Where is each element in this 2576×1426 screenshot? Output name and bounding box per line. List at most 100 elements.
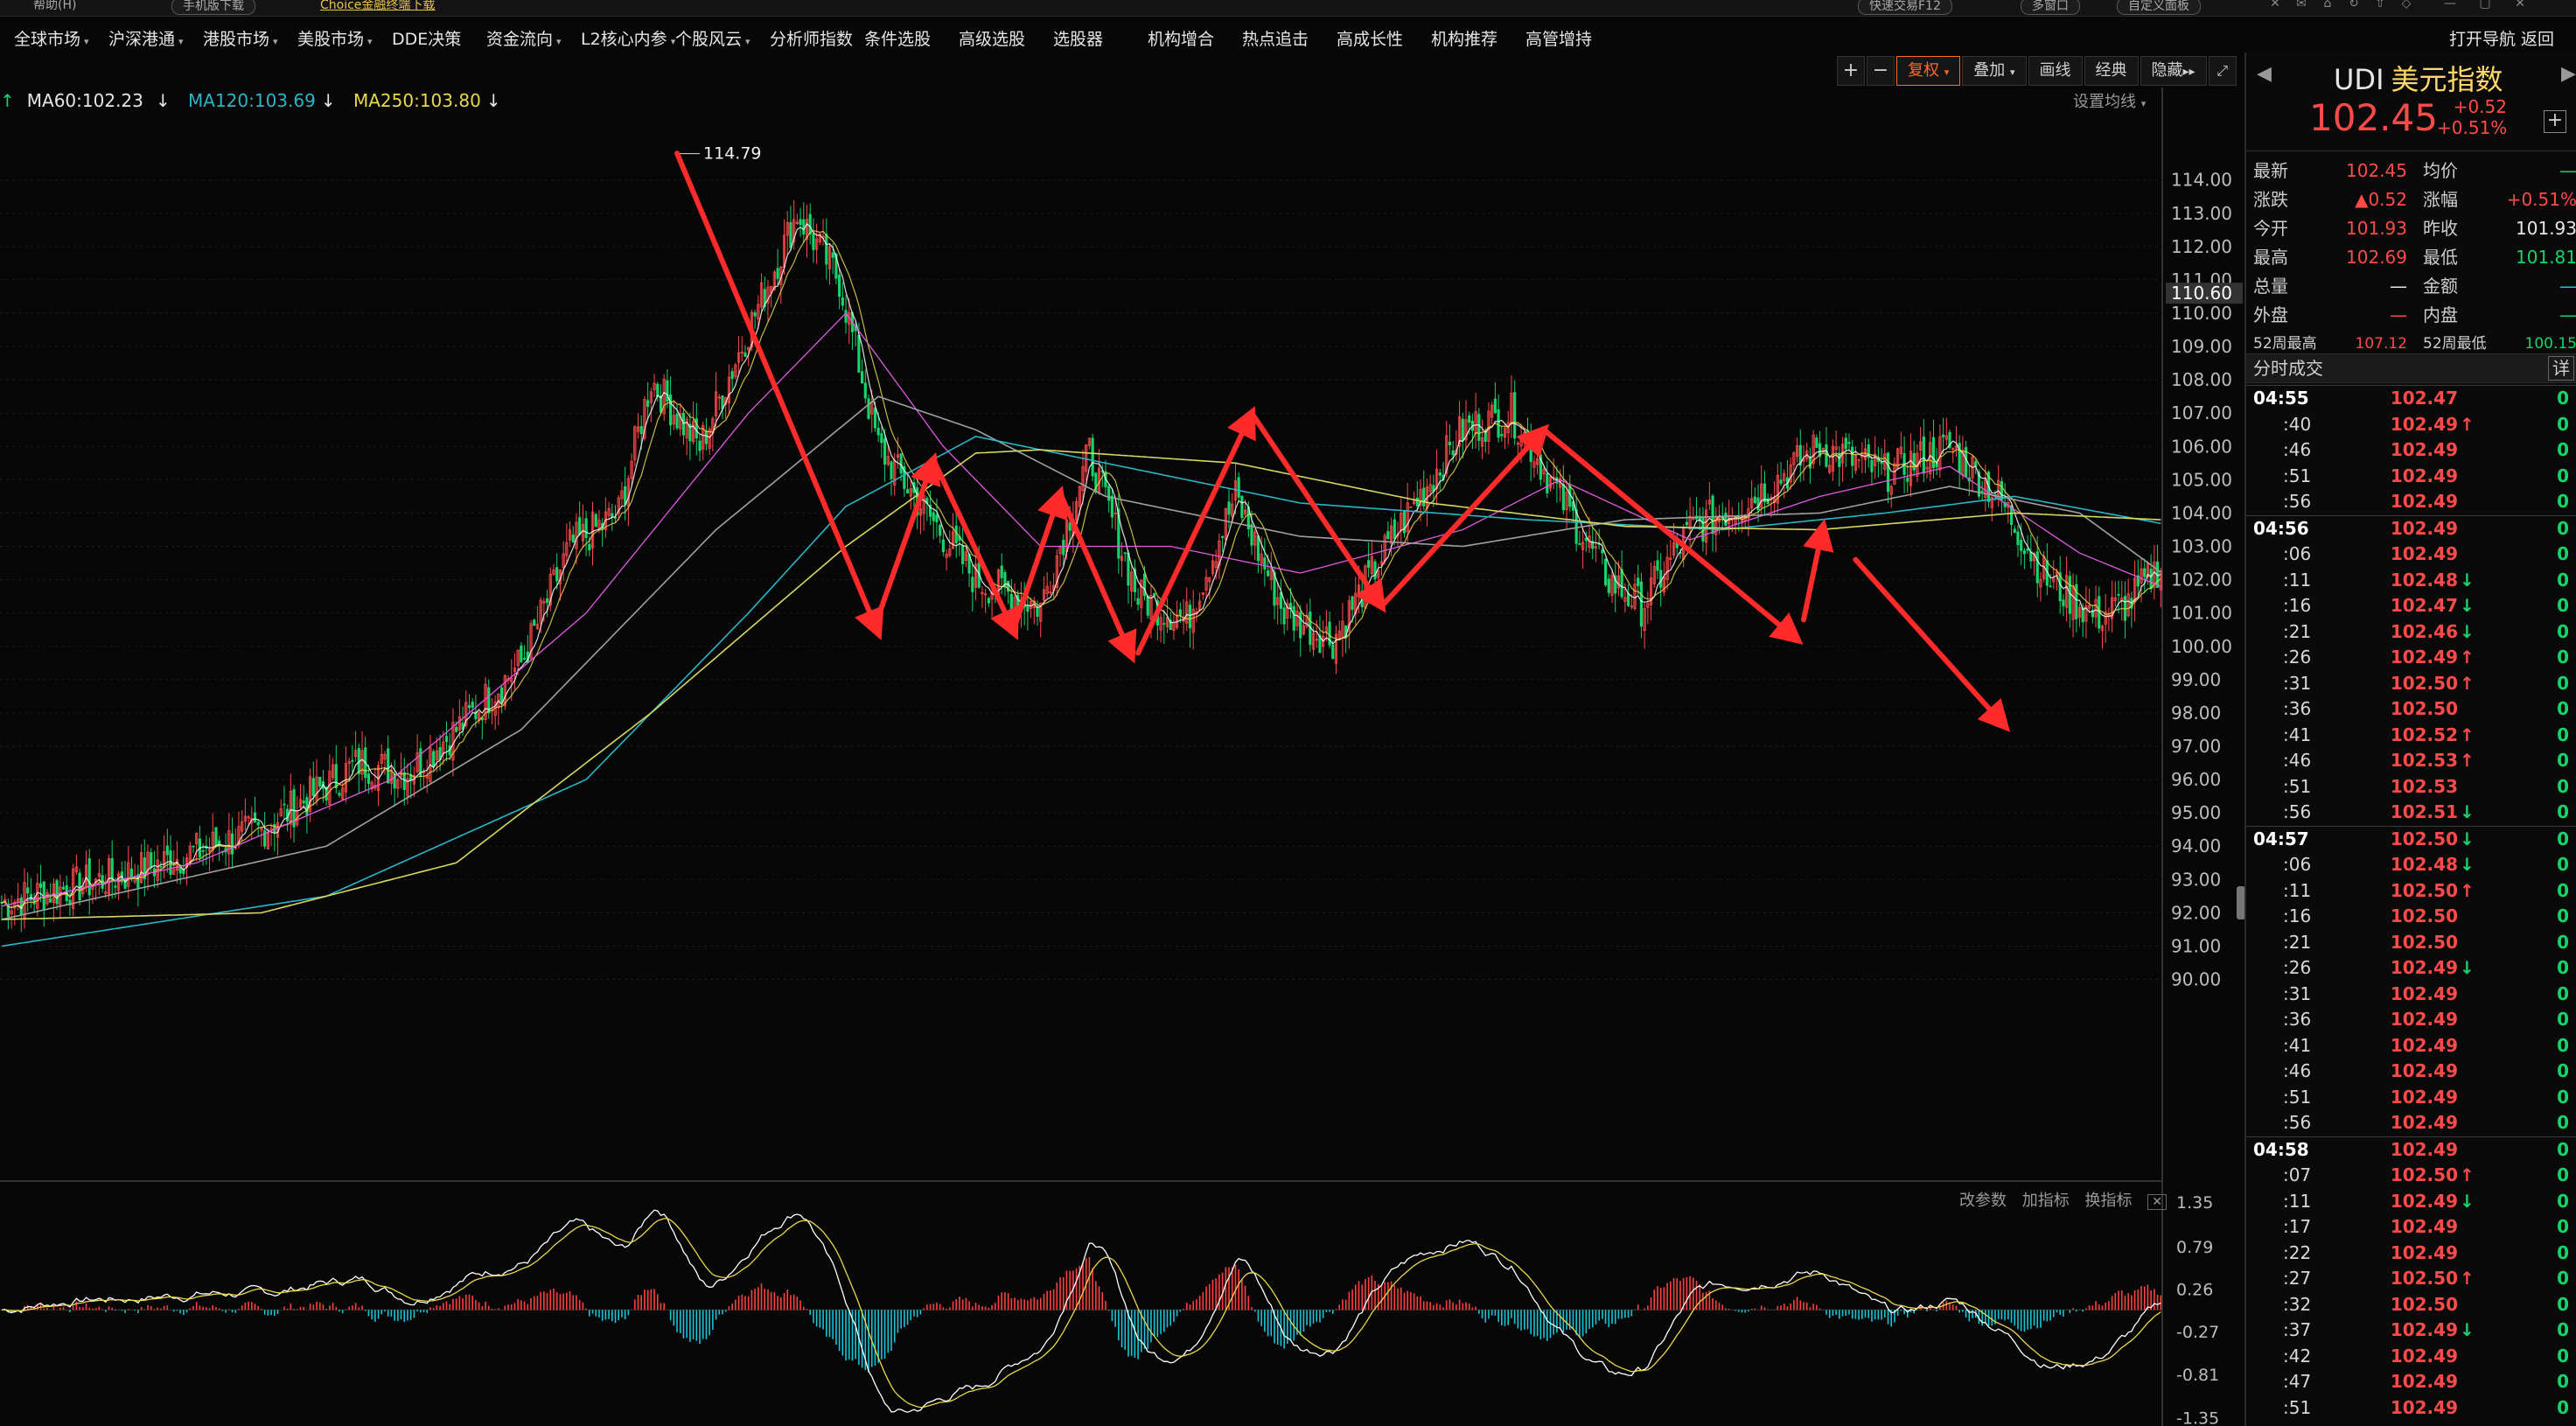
- menu-item-5[interactable]: 资金流向 ▾: [486, 26, 562, 52]
- tick-time: :40: [2283, 413, 2312, 435]
- up-arrow-icon: ↑: [2460, 672, 2475, 694]
- add-indicator-button[interactable]: 加指标: [2021, 1192, 2070, 1210]
- candle-body: [52, 883, 55, 904]
- refresh-icon[interactable]: ↻: [2349, 0, 2359, 10]
- open-nav-button[interactable]: 打开导航: [2449, 30, 2517, 49]
- candle-body: [1373, 561, 1377, 580]
- candle-body: [568, 529, 572, 541]
- candle-body: [1457, 416, 1462, 447]
- tick-time: :11: [2283, 1190, 2312, 1212]
- menu-item-0[interactable]: 全球市场 ▾: [14, 26, 89, 52]
- tick-row: :31 102.50 ↑ 0: [2246, 671, 2576, 697]
- hide-button[interactable]: 隐藏▸▸: [2140, 56, 2207, 86]
- hide-label: 隐藏: [2151, 61, 2183, 80]
- zoom-out-button[interactable]: −: [1867, 56, 1895, 86]
- tick-time: :51: [2283, 1396, 2312, 1418]
- candle-body: [1445, 435, 1449, 474]
- menu-item-15[interactable]: 机构推荐: [1431, 26, 1497, 52]
- collapse-panel-handle[interactable]: [2237, 886, 2245, 919]
- close-indicator-icon[interactable]: ✕: [2147, 1194, 2167, 1210]
- fuquan-dropdown[interactable]: 复权 ▾: [1896, 56, 1961, 86]
- edit-params-button[interactable]: 改参数: [1959, 1192, 2007, 1210]
- mobile-download-button[interactable]: 手机版下载: [171, 0, 255, 15]
- tick-volume: 0: [2557, 723, 2569, 745]
- candle-body: [2065, 575, 2069, 608]
- maximize-icon[interactable]: ▢: [2479, 0, 2491, 10]
- ticks-detail-button[interactable]: 详: [2548, 356, 2574, 381]
- next-symbol-icon[interactable]: ▶: [2561, 63, 2576, 85]
- menu-item-11[interactable]: 选股器: [1053, 26, 1103, 52]
- menu-item-7[interactable]: 个股风云 ▾: [675, 26, 750, 52]
- choice-download-link[interactable]: Choice金融终端下载: [320, 0, 436, 12]
- skin-icon[interactable]: ◇: [2401, 0, 2412, 10]
- tick-price: 102.47: [2390, 595, 2458, 616]
- add-watchlist-button[interactable]: +: [2544, 110, 2566, 133]
- tick-row: :41 102.52 ↑ 0: [2246, 723, 2576, 749]
- tick-price: 102.49: [2390, 1138, 2458, 1160]
- tick-price: 102.49: [2390, 982, 2458, 1004]
- tick-price: 102.49: [2390, 957, 2458, 978]
- mail-icon[interactable]: ✉: [2296, 0, 2307, 10]
- up-icon[interactable]: ⇧: [2375, 0, 2385, 10]
- menu-item-12[interactable]: 机构增合: [1148, 26, 1214, 52]
- switch-indicator-button[interactable]: 换指标: [2084, 1192, 2133, 1210]
- candle-body: [500, 687, 504, 703]
- ticks-list[interactable]: 04:55 102.47 0:40 102.49 ↑ 0:46 102.49 0:51 102.…: [2246, 385, 2576, 1421]
- multi-window-button[interactable]: 多窗口: [2021, 0, 2080, 15]
- menu-item-16[interactable]: 高管增持: [1525, 26, 1592, 52]
- candle-body: [1107, 486, 1111, 501]
- kline-chart[interactable]: 114.00113.00112.00111.00110.00109.00108.…: [0, 87, 2244, 1426]
- overlay-dropdown[interactable]: 叠加 ▾: [1962, 56, 2027, 86]
- tick-volume: 0: [2557, 595, 2569, 616]
- menu-item-13[interactable]: 热点追击: [1242, 26, 1309, 52]
- draw-line-button[interactable]: 画线: [2028, 56, 2083, 86]
- candle-body: [1415, 497, 1419, 507]
- candle-body: [1506, 422, 1510, 434]
- menu-item-1[interactable]: 沪深港通 ▾: [108, 26, 184, 52]
- chevron-down-icon: ▾: [367, 36, 373, 47]
- menu-item-6[interactable]: L2核心内参 ▾: [581, 26, 675, 52]
- candle-body: [1386, 531, 1390, 540]
- candle-body: [1776, 474, 1779, 504]
- candle-body: [1630, 605, 1633, 608]
- close-icon[interactable]: ✕: [2515, 0, 2525, 10]
- candle-body: [834, 253, 838, 279]
- tick-time: :26: [2283, 957, 2312, 978]
- candle-body: [584, 518, 588, 538]
- help-menu[interactable]: 帮助(H): [33, 0, 77, 12]
- menu-item-10[interactable]: 高级选股: [959, 26, 1025, 52]
- quick-trade-button[interactable]: 快速交易F12: [1858, 0, 1952, 15]
- candle-body: [1214, 561, 1218, 568]
- tools-icon[interactable]: ✕: [2270, 0, 2280, 10]
- menu-item-2[interactable]: 港股市场 ▾: [203, 26, 278, 52]
- home-icon[interactable]: ⌂: [2323, 0, 2332, 10]
- candle-body: [1714, 517, 1718, 535]
- price-tick-label: 113.00: [2171, 203, 2232, 224]
- minimize-icon[interactable]: —: [2444, 0, 2456, 10]
- zoom-in-button[interactable]: +: [1837, 56, 1865, 86]
- candle-body: [1851, 446, 1854, 466]
- prev-symbol-icon[interactable]: ◀: [2257, 63, 2272, 85]
- candle-body: [918, 507, 923, 516]
- set-ma-button[interactable]: 设置均线 ▾: [2073, 89, 2146, 112]
- back-button[interactable]: 返回: [2521, 30, 2555, 49]
- tick-price: 102.48: [2390, 854, 2458, 875]
- candle-body: [1042, 589, 1046, 601]
- menu-item-3[interactable]: 美股市场 ▾: [297, 26, 373, 52]
- menu-item-14[interactable]: 高成长性: [1337, 26, 1403, 52]
- menu-item-4[interactable]: DDE决策: [392, 26, 461, 52]
- fullscreen-icon[interactable]: ⤢: [2208, 56, 2237, 86]
- candle-body: [1847, 442, 1851, 444]
- menu-item-9[interactable]: 条件选股: [864, 26, 931, 52]
- tick-row: :51 102.49 0: [2246, 1085, 2576, 1111]
- custom-panel-button[interactable]: 自定义面板: [2117, 0, 2201, 15]
- candle-body: [432, 751, 436, 767]
- classic-button[interactable]: 经典: [2084, 56, 2139, 86]
- tick-row: :51 102.49 0: [2246, 464, 2576, 490]
- candle-body: [1637, 577, 1640, 586]
- macd-tick-label: 1.35: [2176, 1193, 2213, 1213]
- candle-body: [1844, 437, 1847, 450]
- tick-time: 04:57: [2253, 828, 2309, 849]
- menu-item-8[interactable]: 分析师指数: [770, 26, 853, 52]
- candle-body: [1750, 498, 1754, 509]
